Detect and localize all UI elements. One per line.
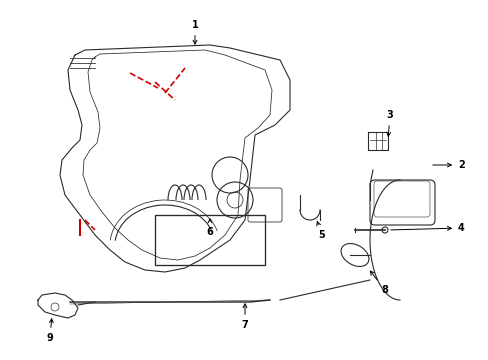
Text: 7: 7: [241, 304, 248, 330]
Text: 6: 6: [206, 219, 213, 237]
Text: 8: 8: [369, 271, 387, 295]
Bar: [155, 215, 264, 265]
Text: 4: 4: [390, 223, 464, 233]
Text: 5: 5: [316, 222, 325, 240]
Text: 9: 9: [46, 319, 53, 343]
Text: 1: 1: [191, 20, 198, 44]
Text: 3: 3: [386, 110, 392, 136]
Text: 2: 2: [432, 160, 464, 170]
